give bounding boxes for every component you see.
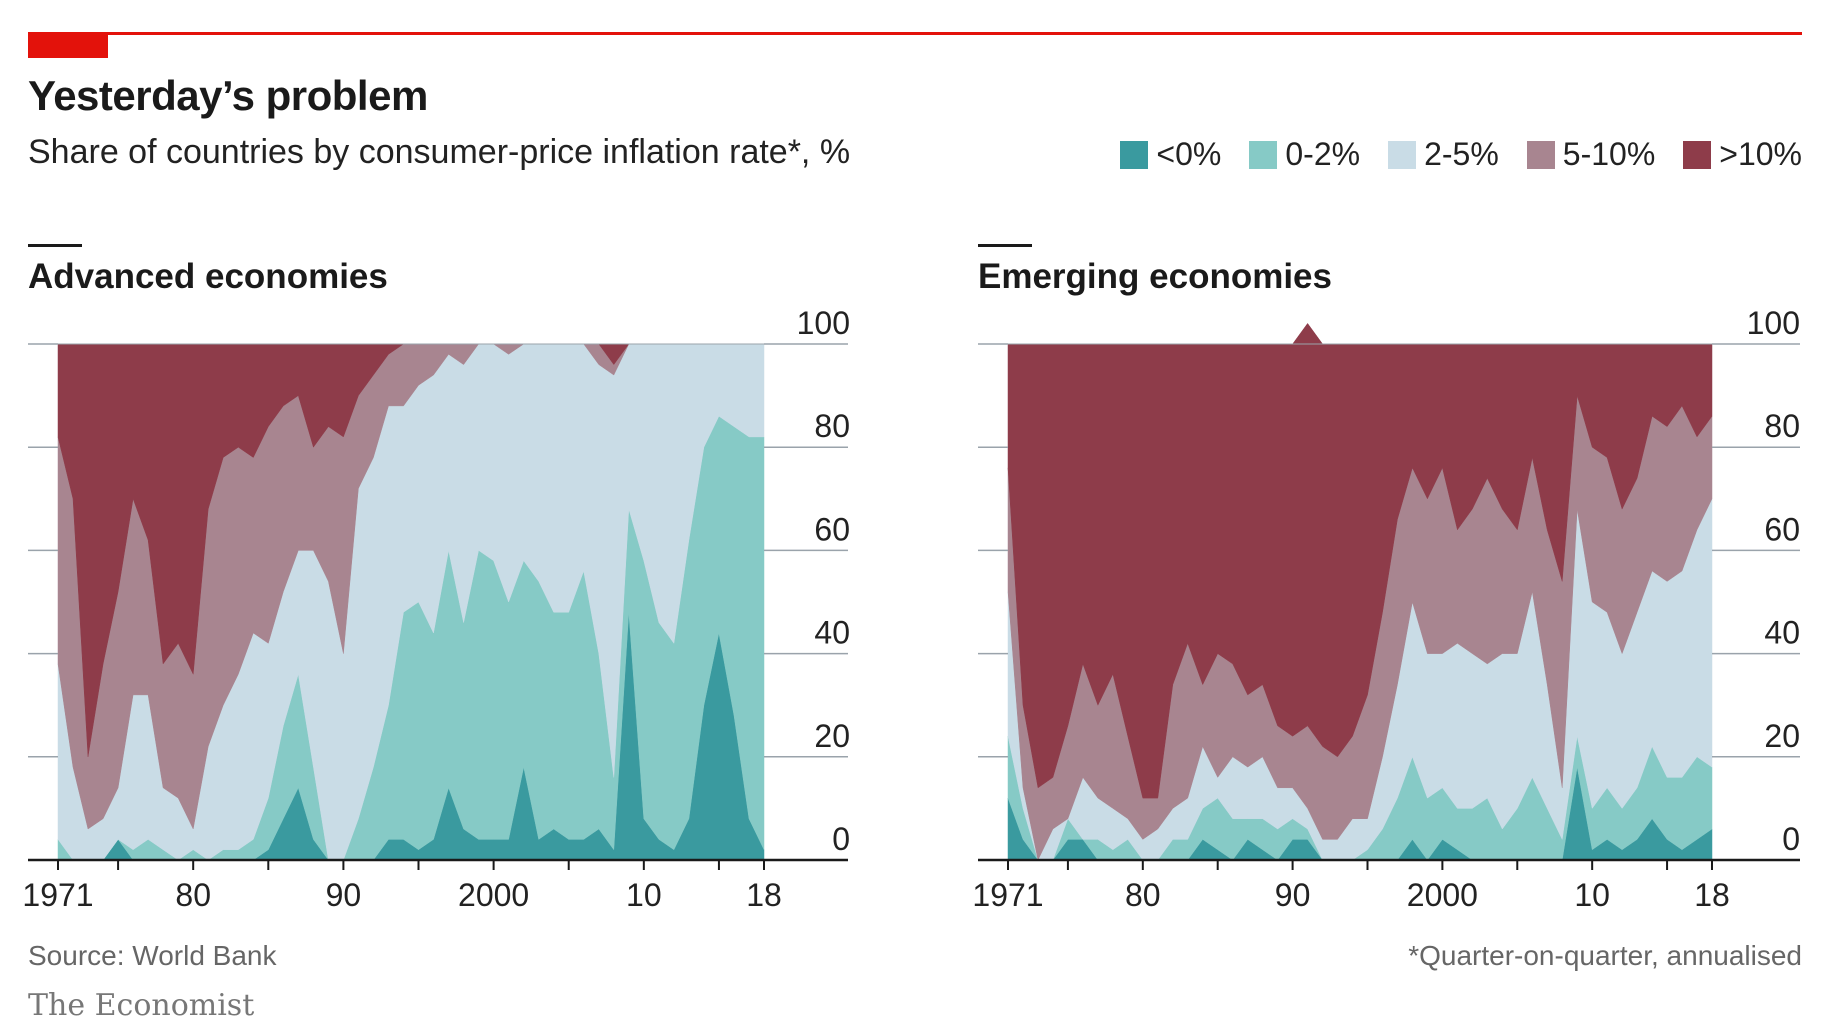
legend-swatch: [1526, 140, 1555, 169]
y-tick-label: 100: [797, 305, 850, 341]
y-tick-label: 20: [814, 718, 850, 754]
x-tick-label: 10: [626, 877, 662, 913]
legend-swatch: [1120, 140, 1149, 169]
x-tick-label: 80: [175, 877, 211, 913]
legend-item-above-10: >10%: [1683, 136, 1802, 173]
legend-item-0-2: 0-2%: [1249, 136, 1360, 173]
legend-swatch: [1249, 140, 1278, 169]
x-tick-label: 10: [1574, 877, 1610, 913]
legend-item-below-zero: <0%: [1120, 136, 1221, 173]
y-tick-label: 60: [1764, 511, 1800, 547]
footnote: *Quarter-on-quarter, annualised: [1408, 940, 1802, 971]
y-tick-label: 0: [832, 821, 850, 857]
panel-title: Advanced economies: [28, 257, 388, 296]
brand-red-tab: [28, 32, 108, 58]
x-tick-label: 2000: [458, 877, 529, 913]
source-note: Source: World Bank: [28, 940, 277, 971]
y-tick-label: 80: [1764, 408, 1800, 444]
chart-subtitle: Share of countries by consumer-price inf…: [28, 133, 851, 171]
brand-logo: The Economist: [28, 988, 255, 1023]
y-tick-label: 80: [814, 408, 850, 444]
legend-swatch: [1388, 140, 1417, 169]
panel-title: Emerging economies: [978, 257, 1332, 296]
x-tick-label: 90: [326, 877, 362, 913]
x-tick-label: 80: [1125, 877, 1161, 913]
legend-label: <0%: [1156, 136, 1222, 172]
legend-label: >10%: [1719, 136, 1802, 172]
y-tick-label: 100: [1747, 305, 1800, 341]
y-tick-label: 40: [814, 615, 850, 651]
legend-label: 5-10%: [1562, 136, 1656, 172]
legend-item-2-5: 2-5%: [1388, 136, 1499, 173]
y-tick-label: 0: [1782, 821, 1800, 857]
x-tick-label: 18: [1694, 877, 1730, 913]
x-tick-label: 18: [746, 877, 782, 913]
top-rule: [28, 32, 1802, 35]
legend-label: 0-2%: [1285, 136, 1361, 172]
legend: <0% 0-2% 2-5% 5-10% >10%: [1120, 136, 1802, 173]
y-tick-label: 60: [814, 511, 850, 547]
legend-item-5-10: 5-10%: [1526, 136, 1656, 173]
x-tick-label: 1971: [972, 877, 1043, 913]
x-tick-label: 90: [1275, 877, 1311, 913]
legend-label: 2-5%: [1424, 136, 1499, 172]
x-tick-label: 1971: [22, 877, 93, 913]
legend-swatch: [1683, 140, 1712, 169]
y-tick-label: 40: [1764, 615, 1800, 651]
chart-title: Yesterday’s problem: [28, 72, 428, 119]
y-tick-label: 20: [1764, 718, 1800, 754]
panel-title-rule: [978, 244, 1032, 247]
x-tick-label: 2000: [1407, 877, 1478, 913]
panel-title-rule: [28, 244, 82, 247]
chart-advanced-economies: Advanced economies 0 20 40 60 80 100 1971 80 90 20…: [22, 244, 850, 913]
chart-emerging-economies: Emerging economies 0 20 40 60 80 100 1971 80 90 20…: [972, 244, 1800, 913]
